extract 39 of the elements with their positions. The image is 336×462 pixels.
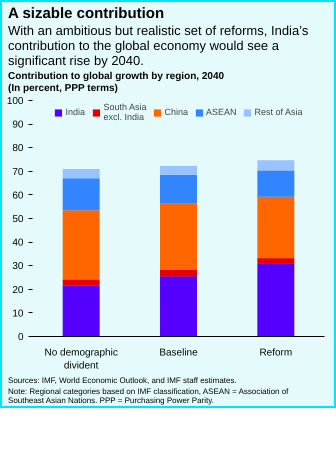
x-tick-label: Reform: [259, 348, 292, 359]
legend-label: ASEAN: [206, 107, 237, 118]
y-tick-label: 80: [12, 143, 24, 154]
bar: [257, 196, 294, 258]
y-tick-label: 70: [12, 166, 24, 178]
x-tick-label: No demographic divident: [44, 348, 118, 372]
legend-label: South Asia excl. India: [103, 102, 146, 122]
bar: [257, 258, 294, 264]
bar: [62, 169, 100, 178]
bar: [62, 286, 100, 337]
y-tick-label: 20: [12, 284, 24, 296]
legend-label: India: [65, 107, 86, 118]
source-note: Sources: IMF, World Economic Outlook, and IMF staff estimates.: [8, 376, 237, 386]
bar: [160, 166, 197, 175]
chart-subtitle: With an ambitious but realistic set of reforms, India’s contribution to the global economy would see a significant rise by 2040.: [8, 23, 310, 70]
y-tick-label: 0: [18, 332, 24, 344]
bar: [160, 174, 197, 204]
y-tick-label: 30: [12, 261, 24, 272]
legend-label: China: [164, 107, 188, 118]
text: Note: Regional categories based on IMF classification, ASEAN = Association of Southeast Asian Nations. PPP = Purchasing Power Parity.: [8, 387, 290, 406]
bar: [160, 203, 197, 270]
bar: [160, 276, 197, 337]
bar: [257, 160, 294, 171]
bar: [257, 170, 294, 197]
bar: [257, 263, 294, 337]
bar: [62, 210, 100, 280]
y-axis-title: Contribution to global growth by region, 2040 (In percent, PPP terms): [8, 71, 224, 94]
chart-title: A sizable contribution: [8, 5, 164, 22]
y-tick-label: 40: [12, 238, 24, 249]
legend-label: Rest of Asia: [254, 107, 303, 118]
y-tick-label: 50: [12, 214, 24, 226]
x-tick-label: Baseline: [159, 348, 198, 359]
y-tick-label: 10: [12, 308, 24, 320]
bar: [62, 280, 100, 286]
y-tick-label: 90: [12, 120, 24, 131]
bar: [62, 178, 100, 210]
bar: [160, 270, 197, 276]
y-tick-label: 100: [6, 96, 24, 108]
y-tick-label: 60: [12, 190, 24, 202]
